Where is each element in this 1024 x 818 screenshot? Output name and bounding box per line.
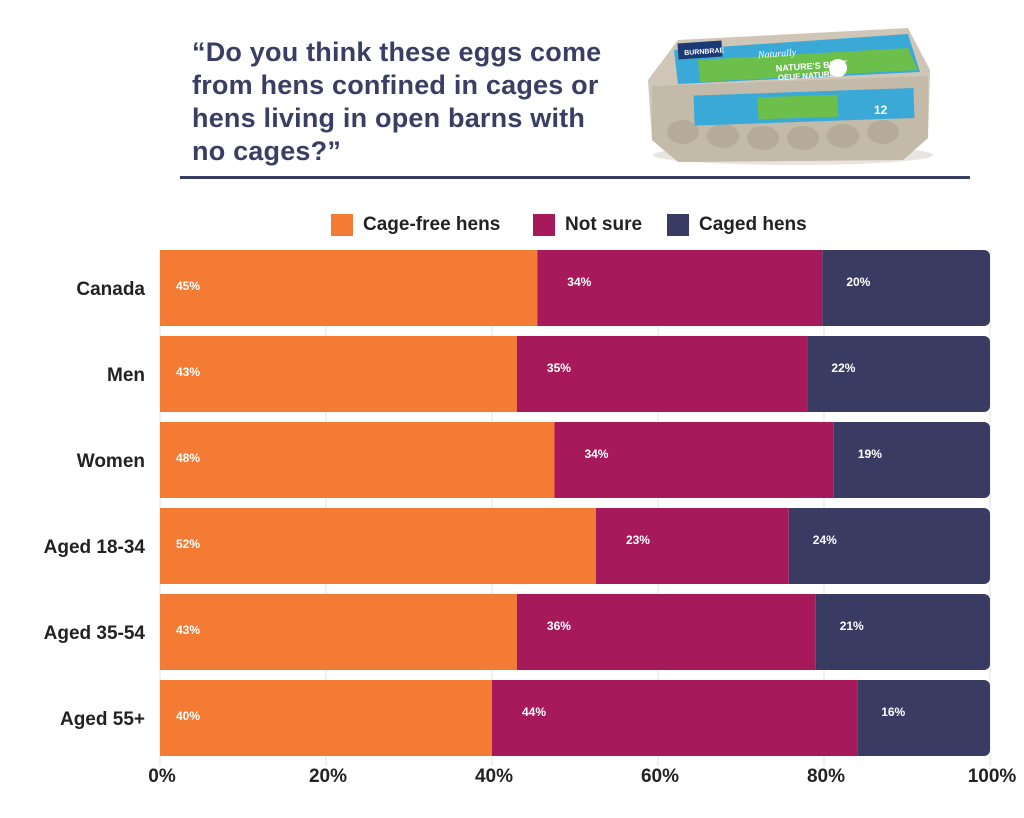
value-label: 43% <box>176 365 200 379</box>
category-label-aged-35-54: Aged 35-54 <box>44 623 146 644</box>
value-label: 21% <box>840 619 864 633</box>
x-tick-label: 80% <box>807 766 845 787</box>
value-label: 52% <box>176 537 200 551</box>
bar-segment-not-sure <box>554 422 834 498</box>
legend-swatch-not-sure <box>533 214 555 236</box>
value-label: 36% <box>547 619 571 633</box>
bar-segment-caged-hens <box>807 336 990 412</box>
category-label-canada: Canada <box>76 279 145 300</box>
value-label: 44% <box>522 705 546 719</box>
value-label: 35% <box>547 361 571 375</box>
value-label: 48% <box>176 451 200 465</box>
legend-swatch-caged <box>667 214 689 236</box>
value-label: 40% <box>176 709 200 723</box>
bar-segment-cage-free-hens <box>160 680 492 756</box>
legend-item-caged: Caged hens <box>667 212 807 238</box>
bar-segment-caged-hens <box>833 422 990 498</box>
x-tick-label: 40% <box>475 766 513 787</box>
x-tick-label: 100% <box>968 766 1017 787</box>
value-label: 23% <box>626 533 650 547</box>
bar-segment-not-sure <box>492 680 858 756</box>
x-tick-label: 0% <box>148 766 176 787</box>
x-tick-label: 20% <box>309 766 347 787</box>
value-label: 45% <box>176 279 200 293</box>
bar-segment-caged-hens <box>788 508 990 584</box>
legend-label-not-sure: Not sure <box>565 214 643 235</box>
bar-segment-cage-free-hens <box>160 250 538 326</box>
legend-swatch-cage-free <box>331 214 353 236</box>
carton-naturally-text: Naturally <box>757 47 798 61</box>
bar-segment-not-sure <box>516 594 816 670</box>
carton-oeuf-text: OEUF NATUREL <box>778 69 841 82</box>
carton-brand-text: BURNBRAE <box>684 47 725 57</box>
value-label: 34% <box>584 447 608 461</box>
x-tick-label: 60% <box>641 766 679 787</box>
bar-segment-not-sure <box>537 250 823 326</box>
legend-item-not-sure: Not sure <box>533 212 642 238</box>
bar-segment-caged-hens <box>815 594 990 670</box>
value-label: 24% <box>813 533 837 547</box>
value-label: 16% <box>881 705 905 719</box>
value-label: 20% <box>846 275 870 289</box>
bar-segment-cage-free-hens <box>160 422 555 498</box>
bar-segment-not-sure <box>595 508 789 584</box>
value-label: 43% <box>176 623 200 637</box>
carton-count-text: 12 <box>874 103 888 117</box>
survey-question: “Do you think these eggs come from hens … <box>192 37 602 166</box>
category-label-men: Men <box>107 365 145 386</box>
bar-segment-not-sure <box>516 336 808 412</box>
legend-label-cage-free: Cage-free hens <box>363 214 501 235</box>
legend-label-caged: Caged hens <box>699 214 807 235</box>
egg-carton-image: BURNBRAE Naturally NATURE'S BEST OEUF NA… <box>648 28 933 165</box>
legend-item-cage-free: Cage-free hens <box>331 212 500 238</box>
value-label: 22% <box>831 361 855 375</box>
chart-legend: Cage-free hens Not sure Caged hens <box>0 212 1024 238</box>
category-label-aged-18-34: Aged 18-34 <box>44 537 146 558</box>
bar-segment-cage-free-hens <box>160 508 596 584</box>
category-label-aged-55: Aged 55+ <box>60 709 145 730</box>
category-label-women: Women <box>77 451 145 472</box>
bar-segment-cage-free-hens <box>160 594 517 670</box>
bar-segment-cage-free-hens <box>160 336 517 412</box>
bar-segment-caged-hens <box>822 250 990 326</box>
value-label: 34% <box>567 275 591 289</box>
title-divider <box>180 176 970 179</box>
bar-segment-caged-hens <box>857 680 990 756</box>
value-label: 19% <box>858 447 882 461</box>
